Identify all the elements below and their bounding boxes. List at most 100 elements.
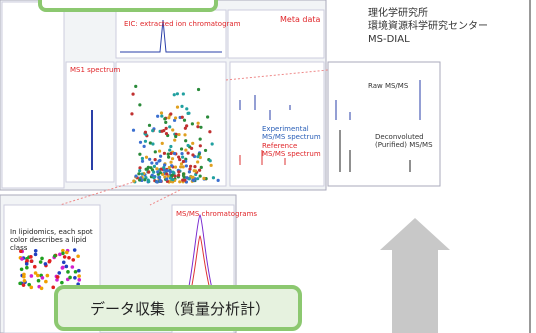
spot [39, 260, 43, 264]
spot [187, 112, 190, 115]
spot [160, 130, 163, 133]
spot [197, 88, 200, 91]
spot [152, 176, 155, 179]
spot [209, 159, 212, 162]
spot [147, 180, 150, 183]
spot [183, 133, 186, 136]
experimental-label: Experimental MS/MS spectrum [262, 125, 322, 141]
spot [185, 124, 188, 127]
spot [161, 142, 164, 145]
spot [167, 156, 170, 159]
eic-label: EIC: extracted ion chromatogram [124, 20, 241, 28]
caption: データ収集（質量分析計） [56, 298, 304, 319]
spot [193, 165, 196, 168]
spot [163, 163, 166, 166]
spot [154, 158, 157, 161]
spot [181, 156, 184, 159]
spot [165, 132, 168, 135]
spot [212, 176, 215, 179]
spot [171, 178, 174, 181]
spot [173, 93, 176, 96]
spot [156, 170, 159, 173]
spot [157, 159, 160, 162]
spot [168, 148, 171, 151]
spot [67, 256, 71, 260]
spot [29, 255, 33, 259]
spot [51, 286, 55, 290]
spot [57, 271, 61, 275]
spot [76, 254, 80, 258]
spot [191, 122, 194, 125]
spot [44, 262, 48, 266]
spot [71, 258, 75, 262]
spot [152, 170, 155, 173]
spot [163, 117, 166, 120]
spot [182, 92, 185, 95]
spot [46, 274, 50, 278]
spot [174, 116, 177, 119]
spot [169, 170, 172, 173]
spot [131, 92, 134, 95]
spot [187, 151, 190, 154]
spot [189, 165, 192, 168]
spot [182, 160, 185, 163]
meta-label: Meta data [280, 16, 320, 24]
spot [40, 257, 44, 261]
spot [171, 128, 174, 131]
spot [191, 142, 194, 145]
page: 理化学研究所 環境資源科学研究センター MS-DIAL EIC: extract… [0, 0, 536, 333]
reference-label: Reference MS/MS spectrum [262, 142, 322, 158]
spot [41, 276, 45, 280]
spot [151, 174, 154, 177]
spot [180, 152, 183, 155]
spot [145, 156, 148, 159]
spot [23, 279, 27, 283]
spot [164, 121, 167, 124]
spot [159, 155, 162, 158]
spot [192, 179, 195, 182]
spot [198, 169, 201, 172]
spot [178, 158, 181, 161]
spot [61, 252, 65, 256]
spot [134, 85, 137, 88]
spot [66, 270, 70, 274]
spot [40, 287, 44, 291]
spot [173, 139, 176, 142]
spot [199, 126, 202, 129]
decoration [0, 0, 536, 333]
spot [148, 158, 151, 161]
spot [148, 124, 151, 127]
spot [141, 157, 144, 160]
spot [188, 170, 191, 173]
spot [144, 140, 147, 143]
spot [34, 253, 38, 257]
spot [167, 116, 170, 119]
spot [138, 169, 141, 172]
raw-label: Raw MS/MS [368, 82, 408, 90]
spot [143, 178, 146, 181]
spot [29, 286, 33, 290]
spot [30, 274, 34, 278]
spot [25, 266, 29, 270]
spot [196, 177, 199, 180]
spot [185, 164, 188, 167]
spot [37, 279, 41, 283]
chromatograms-label: MS/MS chromatograms [176, 210, 257, 218]
spot [147, 166, 150, 169]
spot [156, 115, 159, 118]
spot [48, 260, 52, 264]
center: 環境資源科学研究センター [368, 21, 488, 33]
spot [177, 133, 180, 136]
spot [185, 176, 188, 179]
spot [25, 262, 29, 266]
spot [173, 152, 176, 155]
spot [60, 281, 64, 285]
spot [165, 172, 168, 175]
spot [208, 130, 211, 133]
spot [134, 175, 137, 178]
spot [186, 144, 189, 147]
spot [196, 160, 199, 163]
ms1-label: MS1 spectrum [70, 66, 120, 74]
spot [30, 259, 34, 263]
spot [169, 112, 172, 115]
